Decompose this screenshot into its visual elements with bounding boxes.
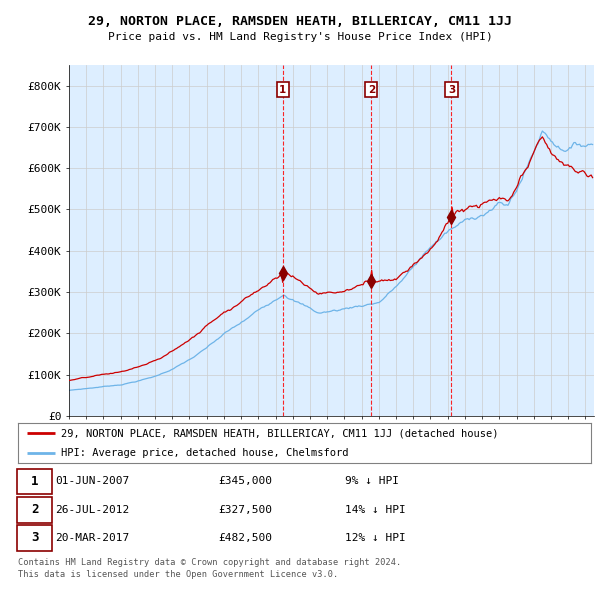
Text: Price paid vs. HM Land Registry's House Price Index (HPI): Price paid vs. HM Land Registry's House … <box>107 32 493 42</box>
Text: 12% ↓ HPI: 12% ↓ HPI <box>344 533 406 543</box>
Text: This data is licensed under the Open Government Licence v3.0.: This data is licensed under the Open Gov… <box>18 570 338 579</box>
Text: HPI: Average price, detached house, Chelmsford: HPI: Average price, detached house, Chel… <box>61 448 349 458</box>
Text: Contains HM Land Registry data © Crown copyright and database right 2024.: Contains HM Land Registry data © Crown c… <box>18 558 401 567</box>
Text: 1: 1 <box>31 475 38 488</box>
Text: £327,500: £327,500 <box>218 504 272 514</box>
Text: 2: 2 <box>31 503 38 516</box>
Text: 01-JUN-2007: 01-JUN-2007 <box>55 477 130 487</box>
Text: 26-JUL-2012: 26-JUL-2012 <box>55 504 130 514</box>
Text: 9% ↓ HPI: 9% ↓ HPI <box>344 477 398 487</box>
Text: 3: 3 <box>448 85 455 94</box>
Text: 29, NORTON PLACE, RAMSDEN HEATH, BILLERICAY, CM11 1JJ: 29, NORTON PLACE, RAMSDEN HEATH, BILLERI… <box>88 15 512 28</box>
Text: £482,500: £482,500 <box>218 533 272 543</box>
FancyBboxPatch shape <box>17 468 52 494</box>
Text: 14% ↓ HPI: 14% ↓ HPI <box>344 504 406 514</box>
Text: 3: 3 <box>31 532 38 545</box>
FancyBboxPatch shape <box>17 525 52 551</box>
Text: 29, NORTON PLACE, RAMSDEN HEATH, BILLERICAY, CM11 1JJ (detached house): 29, NORTON PLACE, RAMSDEN HEATH, BILLERI… <box>61 428 499 438</box>
Text: £345,000: £345,000 <box>218 477 272 487</box>
Text: 2: 2 <box>368 85 375 94</box>
FancyBboxPatch shape <box>17 497 52 523</box>
Text: 20-MAR-2017: 20-MAR-2017 <box>55 533 130 543</box>
Text: 1: 1 <box>279 85 286 94</box>
